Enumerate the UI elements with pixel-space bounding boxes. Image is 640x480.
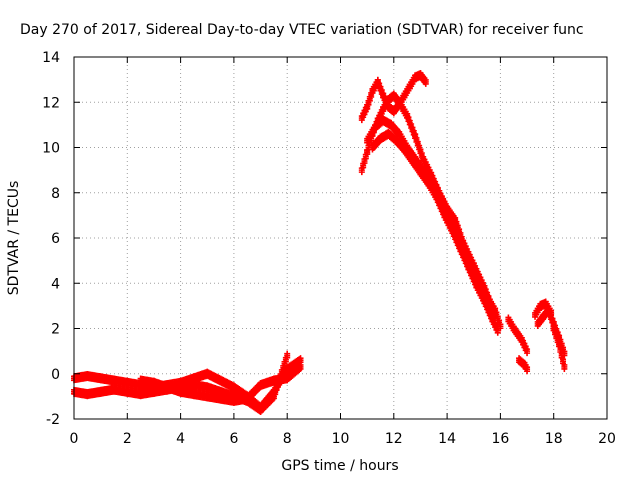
tick-layer: 0 2 4 6 8 10 12 14 16 18 20 -2 0 2 4 6 8 10 12 14 xyxy=(42,50,616,447)
data-point xyxy=(358,169,365,176)
data-point xyxy=(368,93,375,100)
data-point xyxy=(561,365,568,372)
data-point xyxy=(365,101,372,108)
x-tick-label: 8 xyxy=(283,431,292,447)
x-tick-label: 4 xyxy=(176,431,185,447)
data-point xyxy=(422,80,429,87)
x-tick-label: 20 xyxy=(598,431,616,447)
data-point xyxy=(270,395,277,402)
x-tick-label: 2 xyxy=(123,431,132,447)
x-tick-label: 0 xyxy=(70,431,79,447)
series-track-4 xyxy=(358,70,429,124)
data-point xyxy=(494,329,501,336)
series-track-7 xyxy=(369,128,501,336)
grid-layer xyxy=(74,57,607,419)
data-point xyxy=(272,391,279,398)
x-tick-label: 14 xyxy=(438,431,456,447)
y-tick-label: 8 xyxy=(51,186,60,202)
x-tick-label: 16 xyxy=(491,431,509,447)
data-point xyxy=(297,365,304,372)
x-tick-label: 10 xyxy=(332,431,350,447)
series-track-9 xyxy=(516,355,531,375)
series-track-3 xyxy=(137,361,304,406)
data-point xyxy=(524,368,531,375)
data-point xyxy=(561,352,568,359)
y-tick-label: 6 xyxy=(51,231,60,247)
y-axis-label: SDTVAR / TECUs xyxy=(6,181,22,296)
data-point xyxy=(282,358,289,365)
data-point xyxy=(362,155,369,162)
x-tick-label: 6 xyxy=(229,431,238,447)
y-tick-label: 4 xyxy=(51,276,60,292)
data-point xyxy=(364,151,371,158)
data-point xyxy=(281,362,288,369)
data-point xyxy=(360,164,367,171)
data-point xyxy=(524,350,531,357)
x-axis-label: GPS time / hours xyxy=(281,458,398,474)
y-tick-label: 2 xyxy=(51,322,60,338)
x-tick-label: 18 xyxy=(545,431,563,447)
y-tick-label: 10 xyxy=(42,141,60,157)
series-track-11 xyxy=(534,305,568,359)
chart-title: Day 270 of 2017, Sidereal Day-to-day VTE… xyxy=(20,22,584,38)
y-tick-label: 14 xyxy=(42,50,60,66)
x-tick-label: 12 xyxy=(385,431,403,447)
data-point xyxy=(361,160,368,167)
data-point xyxy=(364,105,371,112)
y-tick-label: 12 xyxy=(42,95,60,111)
data-point xyxy=(284,354,291,361)
y-tick-label: 0 xyxy=(51,367,60,383)
data-layer xyxy=(71,70,568,415)
y-tick-label: -2 xyxy=(46,412,60,428)
data-point xyxy=(366,97,373,104)
data-point xyxy=(273,387,280,394)
series-track-8 xyxy=(505,314,531,357)
data-point xyxy=(280,366,287,373)
